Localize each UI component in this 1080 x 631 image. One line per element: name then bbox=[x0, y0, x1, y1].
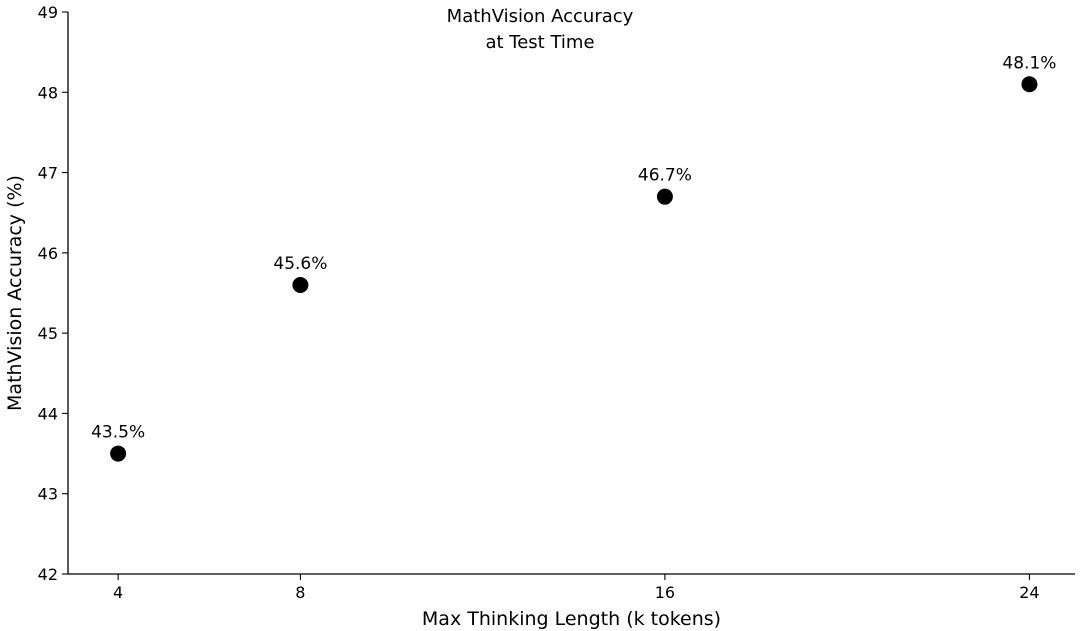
y-tick-label: 49 bbox=[38, 3, 58, 22]
data-label: 45.6% bbox=[273, 254, 327, 274]
data-point bbox=[292, 276, 309, 293]
y-tick-label: 45 bbox=[38, 324, 58, 343]
x-tick-label: 4 bbox=[113, 583, 123, 602]
y-tick-label: 48 bbox=[38, 83, 58, 102]
y-tick-label: 47 bbox=[38, 164, 58, 183]
y-ticks: 42 43 44 45 46 47 48 49 bbox=[38, 3, 68, 584]
x-tick-label: 16 bbox=[655, 583, 675, 602]
x-ticks: 4 8 16 24 bbox=[113, 574, 1040, 602]
data-labels: 43.5% 45.6% 46.7% 48.1% bbox=[91, 53, 1056, 442]
data-point bbox=[656, 188, 673, 205]
y-tick-label: 44 bbox=[38, 404, 58, 423]
x-axis-title: Max Thinking Length (k tokens) bbox=[422, 608, 721, 630]
data-label: 46.7% bbox=[638, 166, 692, 186]
y-axis-title: MathVision Accuracy (%) bbox=[4, 175, 26, 411]
axes bbox=[67, 12, 1075, 575]
data-label: 48.1% bbox=[1002, 53, 1056, 73]
data-point bbox=[1021, 76, 1038, 93]
y-tick-label: 43 bbox=[38, 485, 58, 504]
data-label: 43.5% bbox=[91, 423, 145, 443]
chart-title-line-2: at Test Time bbox=[485, 32, 594, 53]
x-tick-label: 24 bbox=[1019, 583, 1039, 602]
chart-title: MathVision Accuracy at Test Time bbox=[447, 6, 634, 53]
data-point bbox=[110, 445, 127, 462]
y-tick-label: 42 bbox=[38, 565, 58, 584]
chart-title-line-1: MathVision Accuracy bbox=[447, 6, 634, 27]
x-tick-label: 8 bbox=[295, 583, 305, 602]
y-tick-label: 46 bbox=[38, 244, 58, 263]
data-points bbox=[110, 76, 1038, 462]
